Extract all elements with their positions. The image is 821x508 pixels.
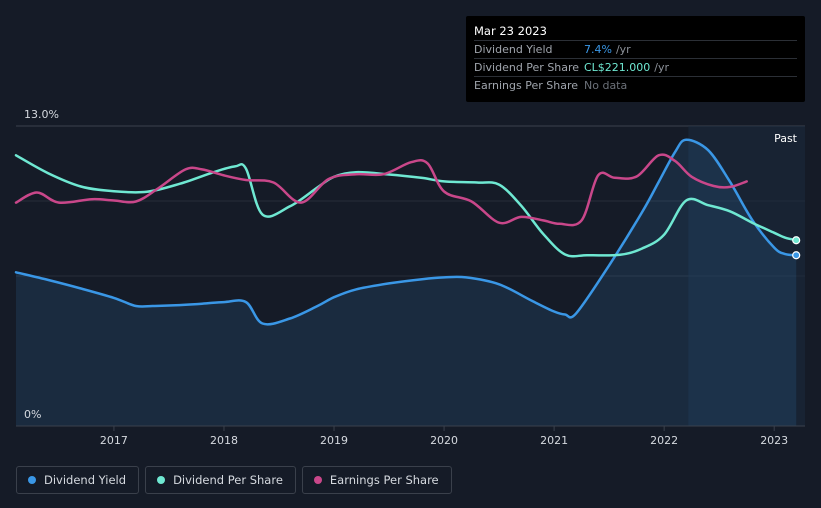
legend-dot-icon bbox=[313, 476, 322, 484]
chart-end-markers bbox=[792, 236, 801, 260]
tooltip-label: Earnings Per Share bbox=[474, 79, 579, 92]
line-dividend-per-share bbox=[14, 154, 798, 258]
tooltip-date: Mar 23 2023 bbox=[474, 24, 547, 38]
legend-dot-icon bbox=[28, 476, 36, 484]
x-tick-label: 2018 bbox=[210, 434, 238, 447]
tooltip-unit: /yr bbox=[654, 61, 670, 74]
tooltip-unit: /yr bbox=[615, 43, 631, 56]
end-marker-dividend-yield bbox=[792, 251, 801, 260]
end-marker-dividend-per-share bbox=[792, 236, 801, 245]
x-tick-label: 2021 bbox=[540, 434, 568, 447]
chart-tooltip: Mar 23 2023 Dividend Yield 7.4%/yr Divid… bbox=[466, 16, 805, 102]
tooltip-row-dividend-per-share: Dividend Per Share CL$221.000/yr bbox=[474, 58, 797, 76]
tooltip-label: Dividend Yield bbox=[474, 43, 553, 56]
tooltip-row-dividend-yield: Dividend Yield 7.4%/yr bbox=[474, 40, 797, 58]
tooltip-row-earnings-per-share: Earnings Per Share No data bbox=[474, 76, 797, 94]
legend-label: Earnings Per Share bbox=[329, 473, 439, 487]
past-label: Past bbox=[774, 132, 798, 145]
area-dividend-yield bbox=[16, 139, 797, 426]
x-tick-label: 2023 bbox=[760, 434, 788, 447]
legend-item-dividend-yield[interactable]: Dividend Yield bbox=[16, 466, 140, 494]
x-tick-label: 2019 bbox=[320, 434, 348, 447]
y-tick-label: 13.0% bbox=[24, 108, 59, 121]
tooltip-value: 7.4% bbox=[584, 43, 612, 56]
legend-item-earnings-per-share[interactable]: Earnings Per Share bbox=[301, 466, 452, 494]
legend-label: Dividend Per Share bbox=[173, 473, 283, 487]
y-tick-label: 0% bbox=[24, 408, 41, 421]
tooltip-label: Dividend Per Share bbox=[474, 61, 580, 74]
x-tick-label: 2020 bbox=[430, 434, 458, 447]
legend-item-dividend-per-share[interactable]: Dividend Per Share bbox=[145, 466, 296, 494]
chart-grid bbox=[16, 125, 805, 277]
past-region bbox=[688, 126, 805, 426]
x-tick-label: 2022 bbox=[650, 434, 678, 447]
x-tick-label: 2017 bbox=[100, 434, 128, 447]
chart-lines bbox=[14, 138, 798, 326]
chart-axes: 13.0% 0% 2017 2018 2019 2020 2021 2022 2023 bbox=[16, 108, 805, 447]
tooltip-value: No data bbox=[584, 79, 628, 92]
line-dividend-yield bbox=[14, 138, 798, 326]
tooltip-value: CL$221.000 bbox=[584, 61, 651, 74]
legend-label: Dividend Yield bbox=[44, 473, 127, 487]
line-earnings-per-share bbox=[14, 153, 748, 227]
chart-areas bbox=[16, 139, 797, 426]
legend-dot-icon bbox=[157, 476, 166, 484]
chart-legend: Dividend Yield Dividend Per Share Earnin… bbox=[16, 466, 452, 494]
